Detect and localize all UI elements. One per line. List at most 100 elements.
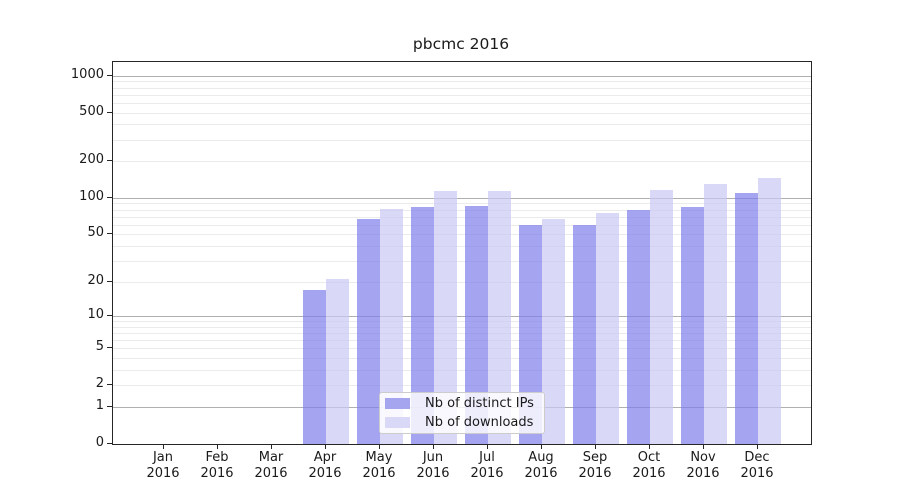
x-tick-year: 2016	[740, 466, 774, 481]
x-tick-year: 2016	[416, 466, 450, 481]
bar-nb-of-distinct-ips-jul	[465, 205, 488, 444]
x-tick-month: Dec	[744, 450, 770, 465]
x-tick-label-dec: Dec 2016	[729, 450, 785, 482]
y-tick-label: 1000	[70, 66, 104, 82]
x-tick-label-jun: Jun 2016	[405, 450, 461, 482]
y-tick-mark	[107, 160, 112, 162]
y-tick-mark	[107, 74, 112, 76]
bar-nb-of-downloads-sep	[596, 213, 619, 444]
x-tick-year: 2016	[686, 466, 720, 481]
legend-label-downloads: Nb of downloads	[425, 415, 534, 430]
x-tick-label-sep: Sep 2016	[567, 450, 623, 482]
x-tick-mark	[433, 444, 434, 449]
x-tick-mark	[487, 444, 488, 449]
x-tick-label-may: May 2016	[351, 450, 407, 482]
x-tick-mark	[217, 444, 218, 449]
bar-nb-of-distinct-ips-nov	[681, 207, 704, 444]
bar-nb-of-downloads-apr	[326, 279, 349, 444]
gridline-minor	[113, 358, 811, 360]
y-tick-label: 200	[79, 152, 104, 168]
bar-nb-of-downloads-jul	[488, 190, 511, 444]
x-tick-month: Jan	[152, 450, 174, 465]
y-tick-label: 1	[95, 398, 104, 413]
x-tick-mark	[595, 444, 596, 449]
y-tick-mark	[107, 406, 112, 407]
x-tick-label-nov: Nov 2016	[675, 450, 731, 482]
gridline-major	[113, 316, 811, 318]
y-tick-label: 100	[79, 188, 104, 204]
gridline-minor	[113, 216, 811, 218]
gridline-minor	[113, 112, 811, 114]
x-tick-mark	[649, 444, 650, 449]
y-tick-mark	[107, 384, 112, 386]
x-tick-month: Oct	[637, 450, 661, 465]
x-tick-label-feb: Feb 2016	[189, 450, 245, 482]
gridline-minor	[113, 260, 811, 262]
y-tick-mark	[107, 443, 112, 444]
gridline-minor	[113, 326, 811, 328]
x-tick-mark	[703, 444, 704, 449]
legend-item-downloads: Nb of downloads	[385, 415, 536, 430]
x-tick-mark	[757, 444, 758, 449]
gridline-minor	[113, 161, 811, 163]
gridline-minor	[113, 139, 811, 141]
x-tick-year: 2016	[200, 466, 234, 481]
x-tick-label-mar: Mar 2016	[243, 450, 299, 482]
bar-nb-of-downloads-oct	[650, 190, 673, 444]
gridline-minor	[113, 348, 811, 350]
x-tick-year: 2016	[362, 466, 396, 481]
gridline-minor	[113, 209, 811, 211]
x-tick-year: 2016	[632, 466, 666, 481]
y-tick-label: 500	[79, 103, 104, 119]
x-tick-mark	[541, 444, 542, 449]
legend-swatch-distinct-ips	[385, 398, 410, 409]
y-tick-label: 5	[95, 339, 104, 355]
bar-nb-of-downloads-aug	[542, 219, 565, 444]
legend: Nb of distinct IPs Nb of downloads	[379, 392, 545, 434]
gridline-minor	[113, 87, 811, 89]
gridline-minor	[113, 385, 811, 387]
bar-nb-of-distinct-ips-may	[357, 219, 380, 444]
x-tick-mark	[325, 444, 326, 449]
bar-nb-of-downloads-jun	[434, 190, 457, 444]
y-tick-mark	[107, 196, 112, 198]
y-tick-mark	[107, 280, 112, 282]
bar-nb-of-distinct-ips-sep	[573, 224, 596, 444]
x-tick-month: Jul	[479, 450, 495, 465]
x-tick-mark	[379, 444, 380, 449]
gridline-minor	[113, 321, 811, 323]
x-tick-label-aug: Aug 2016	[513, 450, 569, 482]
x-tick-year: 2016	[578, 466, 612, 481]
y-tick-label: 20	[87, 272, 104, 288]
gridline-minor	[113, 246, 811, 247]
y-tick-mark	[107, 233, 112, 235]
bar-nb-of-distinct-ips-dec	[735, 193, 758, 444]
gridline-minor	[113, 94, 811, 96]
x-tick-month: Sep	[582, 450, 608, 465]
x-tick-year: 2016	[146, 466, 180, 481]
y-tick-mark	[107, 111, 112, 113]
bar-nb-of-distinct-ips-oct	[627, 209, 650, 444]
x-tick-year: 2016	[254, 466, 288, 481]
gridline-minor	[113, 281, 811, 283]
gridline-major	[113, 75, 811, 77]
bar-nb-of-distinct-ips-apr	[303, 289, 326, 444]
x-tick-month: Jun	[422, 450, 444, 465]
y-tick-label: 0	[95, 435, 104, 450]
x-tick-year: 2016	[524, 466, 558, 481]
y-tick-mark	[107, 347, 112, 349]
gridline-minor	[113, 234, 811, 236]
legend-label-distinct-ips: Nb of distinct IPs	[425, 396, 534, 411]
x-tick-label-oct: Oct 2016	[621, 450, 677, 482]
chart-title: pbcmc 2016	[412, 35, 510, 53]
x-tick-month: May	[365, 450, 393, 465]
gridline-minor	[113, 333, 811, 335]
bar-nb-of-downloads-dec	[758, 177, 781, 444]
x-tick-year: 2016	[308, 466, 342, 481]
x-tick-mark	[271, 444, 272, 449]
legend-swatch-downloads	[385, 417, 410, 428]
x-tick-year: 2016	[470, 466, 504, 481]
y-tick-mark	[107, 315, 112, 317]
y-tick-label: 10	[87, 307, 104, 323]
